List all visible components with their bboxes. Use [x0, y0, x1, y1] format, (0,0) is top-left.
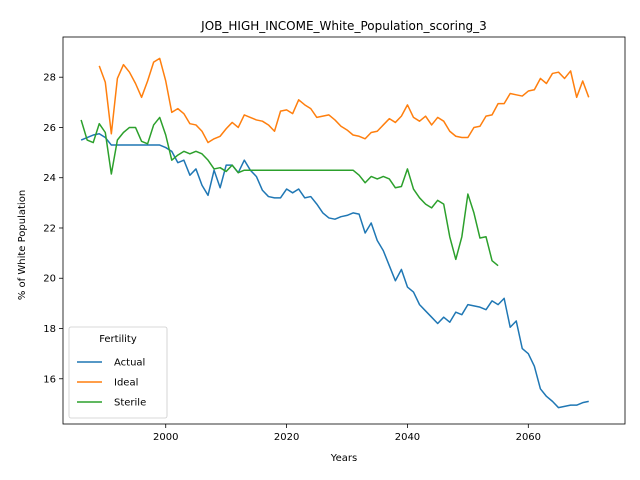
y-tick-label: 26: [43, 123, 56, 134]
x-axis-label: Years: [330, 453, 357, 464]
y-tick-label: 28: [43, 73, 56, 84]
legend: Fertility Actual Ideal Sterile: [68, 326, 168, 419]
y-tick-label: 22: [43, 223, 56, 234]
y-axis: 16 18 20 22 24 26 28: [43, 73, 63, 385]
legend-title: Fertility: [99, 334, 137, 345]
legend-label-ideal: Ideal: [114, 378, 138, 389]
chart-title: JOB_HIGH_INCOME_White_Population_scoring…: [200, 19, 487, 33]
legend-label-actual: Actual: [114, 358, 145, 369]
series-line-actual: [80, 133, 589, 409]
x-tick-label: 2020: [274, 432, 299, 443]
x-tick-label: 2000: [153, 432, 178, 443]
series-layer: [80, 57, 590, 409]
y-tick-label: 24: [43, 173, 56, 184]
series-line-ideal: [98, 57, 590, 144]
y-tick-label: 18: [43, 324, 56, 335]
x-tick-label: 2060: [516, 432, 541, 443]
x-tick-label: 2040: [395, 432, 420, 443]
plot-frame: [62, 36, 626, 425]
y-axis-label: % of White Population: [17, 190, 28, 300]
series-line-sterile: [80, 116, 499, 267]
legend-label-sterile: Sterile: [114, 398, 146, 409]
x-axis: 2000 2020 2040 2060: [153, 424, 541, 443]
y-tick-label: 20: [43, 274, 56, 285]
legend-box: [68, 326, 168, 419]
y-tick-label: 16: [43, 374, 56, 385]
